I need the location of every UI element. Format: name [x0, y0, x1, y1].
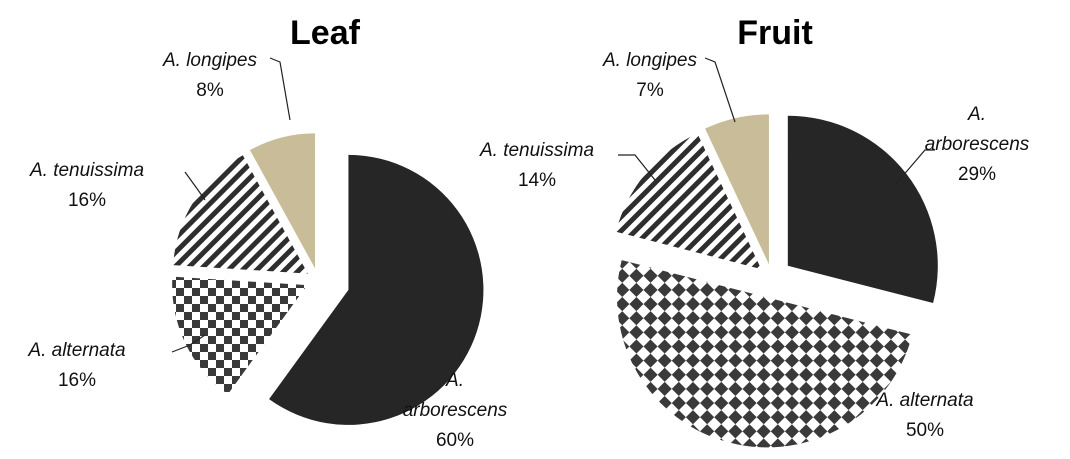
slice-name: A. alternata	[876, 390, 974, 411]
slice-name: A. arborescens	[402, 370, 508, 421]
slice-percent: 50%	[905, 420, 945, 441]
leader-line	[171, 334, 206, 353]
slice-name: A. tenuissima	[29, 160, 145, 181]
slice-label: A. alternata 50%	[850, 386, 1000, 446]
chart-title: Leaf	[290, 14, 360, 52]
slice-label: A. longipes 7%	[570, 46, 730, 106]
slice-name: A. alternata	[28, 340, 126, 361]
slice-percent: 8%	[196, 80, 224, 101]
pie-slice	[269, 154, 484, 425]
slice-label: A. alternata 16%	[2, 336, 152, 396]
leader-line	[704, 57, 736, 123]
slice-percent: 16%	[57, 370, 97, 391]
leader-line	[894, 149, 935, 186]
pie-slice	[615, 133, 762, 270]
leader-line	[184, 171, 206, 201]
pie-slice	[787, 115, 938, 304]
slice-label: A. longipes 8%	[130, 46, 290, 106]
slice-label: A. arborescens 29%	[922, 100, 1032, 190]
slice-name: A. longipes	[602, 50, 697, 71]
leader-line	[269, 57, 291, 121]
pie-slice	[705, 114, 769, 265]
pie-slice	[249, 133, 316, 269]
pie-slice	[173, 155, 308, 274]
slice-name: A. arborescens	[924, 104, 1030, 155]
slice-label: A. tenuissima 16%	[2, 156, 172, 216]
slice-label: A. arborescens 60%	[395, 366, 515, 456]
slice-name: A. longipes	[162, 50, 257, 71]
slice-percent: 7%	[636, 80, 664, 101]
pie-slice	[172, 276, 308, 395]
slice-label: A. tenuissima 14%	[452, 136, 622, 196]
slice-percent: 16%	[67, 190, 107, 211]
slice-percent: 14%	[517, 170, 557, 191]
leader-line	[618, 154, 656, 181]
chart-title: Fruit	[737, 14, 813, 52]
slice-percent: 29%	[957, 164, 997, 185]
slice-name: A. tenuissima	[479, 140, 595, 161]
slice-percent: 60%	[435, 430, 475, 451]
pie-slice	[617, 260, 913, 448]
